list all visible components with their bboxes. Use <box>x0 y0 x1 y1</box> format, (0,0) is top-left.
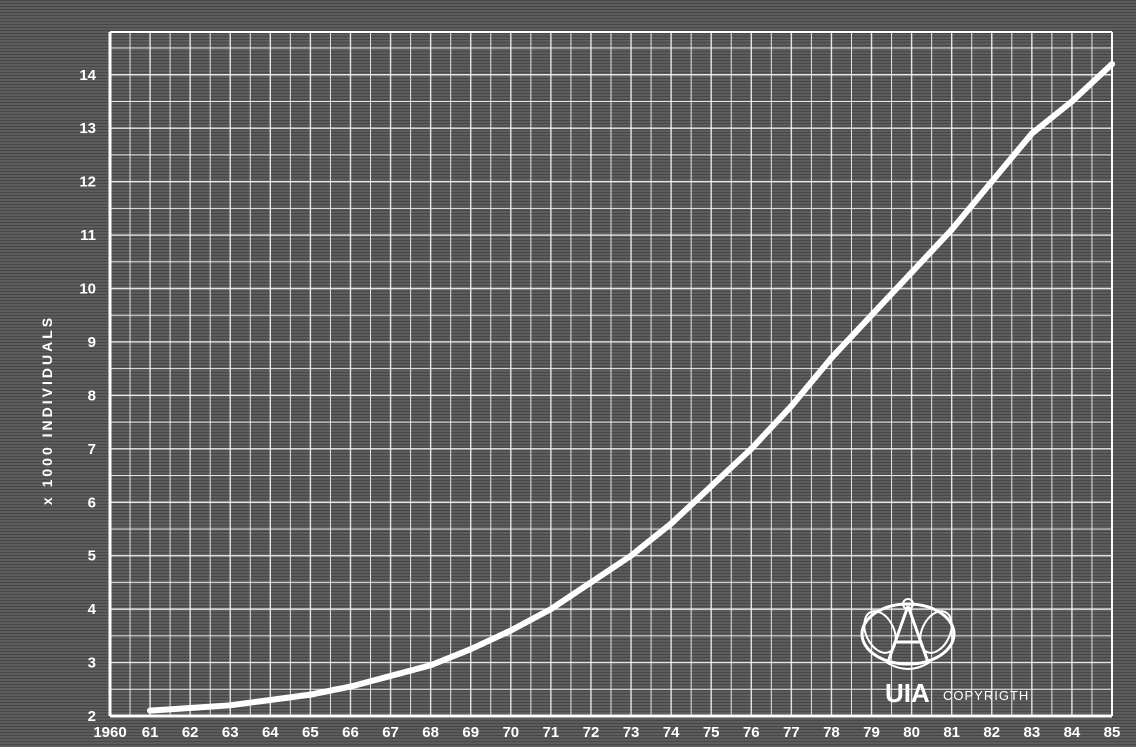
y-axis-label: x 1000 INDIVIDUALS <box>39 315 55 505</box>
data-point <box>587 579 594 586</box>
grid <box>110 32 1112 716</box>
y-tick-label: 3 <box>88 655 96 672</box>
data-point <box>467 646 474 653</box>
data-point <box>628 552 635 559</box>
series <box>147 61 1115 714</box>
uia-logo: UIA COPYRIGTH <box>860 598 1029 708</box>
data-point <box>267 696 274 703</box>
x-tick-label: 81 <box>943 724 960 741</box>
x-tick-label: 72 <box>583 724 600 741</box>
x-tick-label: 79 <box>863 724 880 741</box>
y-tick-label: 5 <box>88 548 96 565</box>
x-tick-label: 73 <box>623 724 640 741</box>
x-tick-label: 69 <box>462 724 479 741</box>
data-point <box>1109 61 1115 68</box>
y-tick-label: 10 <box>79 281 96 298</box>
x-tick-label: 75 <box>703 724 720 741</box>
data-point <box>1028 130 1035 137</box>
y-tick-label: 8 <box>88 387 96 404</box>
x-tick-label: 77 <box>783 724 800 741</box>
x-tick-label: 66 <box>342 724 359 741</box>
data-point <box>748 445 755 452</box>
x-tick-label: 1960 <box>93 724 126 741</box>
y-tick-label: 12 <box>79 174 96 191</box>
data-point <box>507 627 514 634</box>
x-tick-label: 85 <box>1104 724 1121 741</box>
data-point <box>868 312 875 319</box>
data-point <box>948 226 955 233</box>
data-point <box>1068 98 1075 105</box>
data-point <box>427 662 434 669</box>
data-point <box>307 691 314 698</box>
data-point <box>708 483 715 490</box>
data-point <box>828 354 835 361</box>
y-tick-label: 6 <box>88 494 96 511</box>
y-tick-label: 7 <box>88 441 96 458</box>
uia-emblem <box>860 598 956 670</box>
data-point <box>547 606 554 613</box>
data-point <box>347 683 354 690</box>
data-point <box>147 707 154 714</box>
x-tick-label: 61 <box>142 724 159 741</box>
data-point <box>908 269 915 276</box>
y-tick-label: 9 <box>88 334 96 351</box>
y-tick-label: 4 <box>88 601 97 618</box>
x-tick-label: 62 <box>182 724 199 741</box>
x-tick-label: 76 <box>743 724 760 741</box>
tick-labels: 1960 61 62 63 64 65 66 67 68 69 70 71 72 73 74 75 76 77 78… <box>79 67 1120 741</box>
x-tick-label: 83 <box>1023 724 1040 741</box>
data-point <box>227 702 234 709</box>
axes <box>108 31 1113 718</box>
data-point <box>668 520 675 527</box>
x-tick-label: 64 <box>262 724 279 741</box>
x-tick-label: 84 <box>1064 724 1081 741</box>
y-tick-label: 13 <box>79 120 96 137</box>
uia-logo-text: UIA <box>885 678 930 708</box>
x-tick-label: 78 <box>823 724 840 741</box>
data-point <box>187 704 194 711</box>
data-point <box>988 178 995 185</box>
y-tick-label: 14 <box>79 67 96 84</box>
x-tick-label: 70 <box>502 724 519 741</box>
y-tick-label: 2 <box>88 708 96 725</box>
data-point <box>788 403 795 410</box>
copyright-caption: COPYRIGTH <box>943 688 1029 703</box>
x-tick-label: 71 <box>543 724 560 741</box>
x-tick-label: 67 <box>382 724 399 741</box>
data-point <box>387 672 394 679</box>
x-tick-label: 74 <box>663 724 680 741</box>
x-tick-label: 68 <box>422 724 439 741</box>
x-tick-label: 65 <box>302 724 319 741</box>
x-tick-label: 63 <box>222 724 239 741</box>
x-tick-label: 82 <box>983 724 1000 741</box>
x-tick-label: 80 <box>903 724 920 741</box>
y-tick-label: 11 <box>80 227 96 244</box>
